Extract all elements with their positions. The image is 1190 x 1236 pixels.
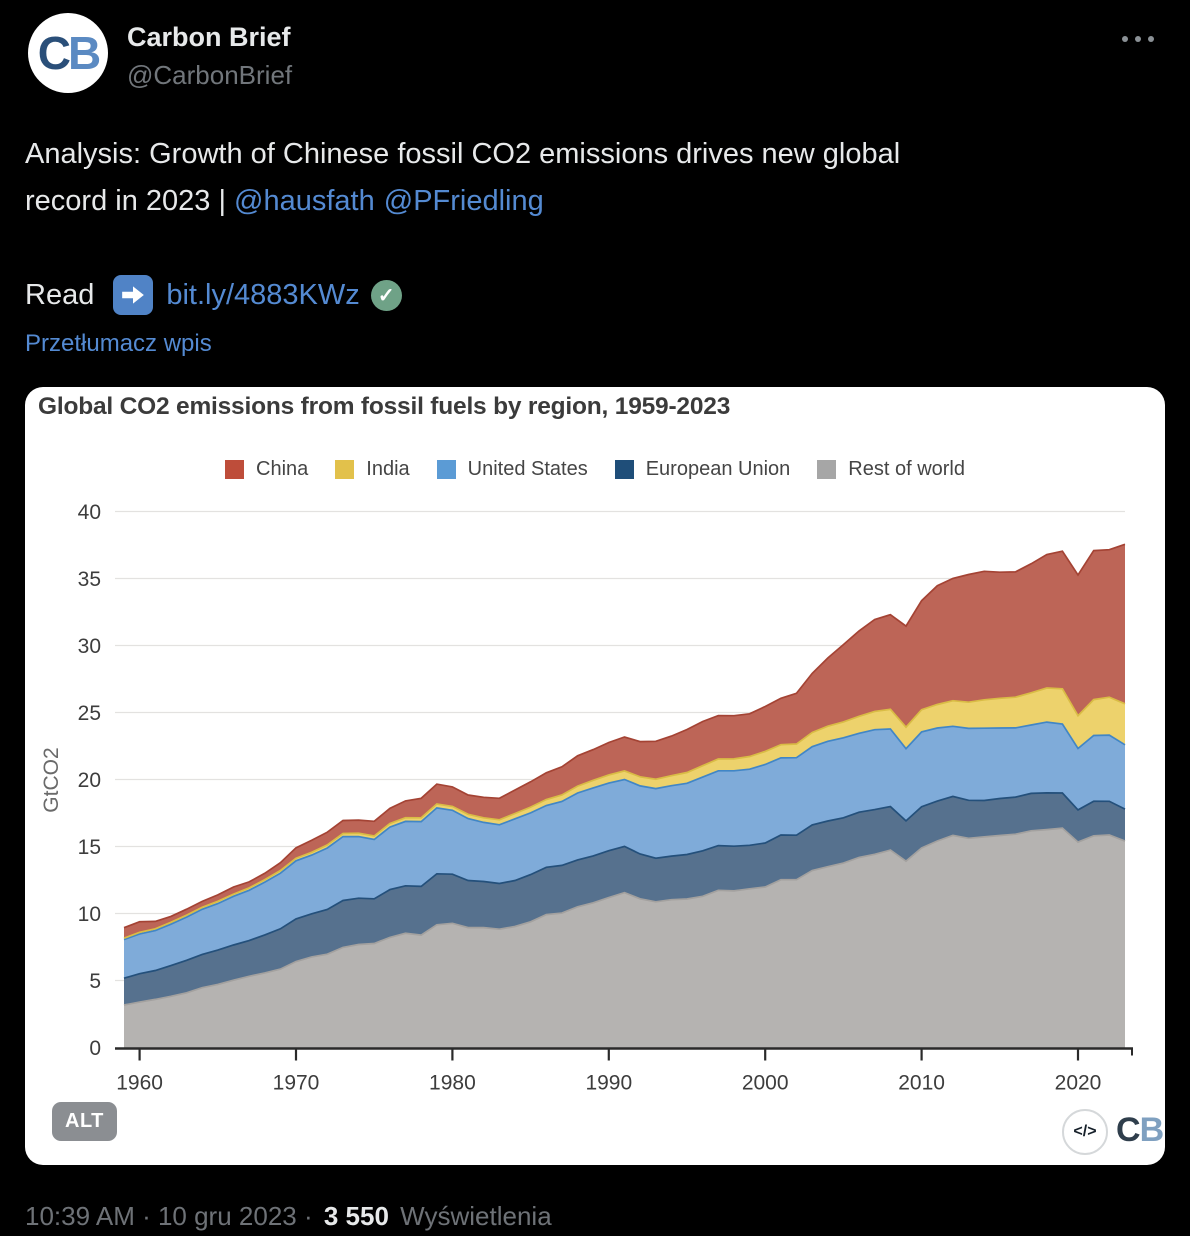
avatar-letter-c: C — [37, 27, 71, 79]
chart-plot: 1960 1970 1980 1990 2000 2010 2020 0 5 10 15 20 25 30… — [40, 501, 1133, 1095]
svg-text:2000: 2000 — [742, 1072, 789, 1095]
legend-item-china: China — [225, 458, 308, 481]
legend-item-rest-of-world: Rest of world — [817, 458, 965, 481]
legend-swatch-icon — [436, 460, 456, 479]
read-row: Read bit.ly/4883KWz ✓ — [25, 273, 402, 317]
legend-label: Rest of world — [848, 458, 965, 480]
display-name[interactable]: Carbon Brief — [127, 22, 291, 52]
views-label: Wyświetlenia — [400, 1201, 552, 1231]
dot — [1135, 36, 1141, 42]
watermark-letter-b: B — [1139, 1111, 1165, 1149]
tweet-line2-prefix: record in 2023 | — [25, 185, 235, 217]
svg-text:1960: 1960 — [116, 1072, 163, 1095]
embed-code-icon: </> — [1062, 1109, 1108, 1155]
svg-text:20: 20 — [78, 769, 101, 792]
mention-hausfath[interactable]: @hausfath — [234, 185, 375, 217]
svg-text:15: 15 — [78, 836, 101, 859]
legend-label: European Union — [645, 458, 791, 480]
svg-text:1990: 1990 — [585, 1072, 632, 1095]
svg-text:1980: 1980 — [429, 1072, 476, 1095]
tweet-text: Analysis: Growth of Chinese fossil CO2 e… — [25, 131, 1155, 225]
svg-text:35: 35 — [78, 568, 101, 591]
svg-text:2020: 2020 — [1055, 1072, 1102, 1095]
legend-item-united-states: United States — [436, 458, 588, 481]
chart-title: Global CO2 emissions from fossil fuels b… — [38, 393, 731, 420]
mention-pfriedling[interactable]: @PFriedling — [383, 185, 544, 217]
read-label: Read — [25, 278, 95, 311]
svg-text:GtCO2: GtCO2 — [40, 747, 63, 812]
alt-badge[interactable]: ALT — [52, 1102, 117, 1141]
watermark-letter-c: C — [1116, 1111, 1141, 1149]
dot — [1122, 36, 1128, 42]
dot — [1148, 36, 1154, 42]
svg-text:25: 25 — [78, 702, 101, 725]
legend-item-india: India — [335, 458, 410, 481]
tweet-footer: 10:39 AM · 10 gru 2023 · 3 550 Wyświetle… — [25, 1201, 552, 1232]
svg-text:2010: 2010 — [898, 1072, 945, 1095]
legend-label: India — [366, 458, 410, 480]
chart-media-card[interactable]: Global CO2 emissions from fossil fuels b… — [25, 387, 1165, 1165]
translate-post-link[interactable]: Przetłumacz wpis — [25, 330, 212, 357]
views-count: 3 550 — [323, 1201, 389, 1231]
legend-swatch-icon — [614, 460, 634, 479]
carbonbrief-watermark: CB — [1116, 1111, 1165, 1150]
avatar-letter-b: B — [68, 27, 101, 79]
legend-swatch-icon — [817, 460, 837, 479]
svg-text:0: 0 — [89, 1037, 101, 1060]
svg-text:5: 5 — [89, 970, 101, 993]
svg-text:40: 40 — [78, 501, 101, 524]
legend-item-european-union: European Union — [614, 458, 791, 481]
handle[interactable]: @CarbonBrief — [127, 60, 293, 90]
arrow-right-icon — [113, 275, 154, 315]
legend-label: United States — [467, 458, 588, 480]
svg-text:1970: 1970 — [273, 1072, 320, 1095]
legend-swatch-icon — [225, 460, 244, 479]
bitly-link[interactable]: bit.ly/4883KWz — [166, 278, 360, 311]
more-options-icon[interactable] — [1118, 32, 1158, 46]
check-icon: ✓ — [370, 279, 402, 311]
timestamp: 10:39 AM · 10 gru 2023 · — [25, 1201, 313, 1231]
chart-legend: China India United States European Union Res… — [25, 458, 1165, 481]
legend-label: China — [256, 458, 309, 480]
legend-swatch-icon — [335, 460, 355, 479]
svg-text:30: 30 — [78, 635, 101, 658]
svg-text:10: 10 — [78, 903, 101, 926]
tweet-line1: Analysis: Growth of Chinese fossil CO2 e… — [25, 138, 901, 170]
